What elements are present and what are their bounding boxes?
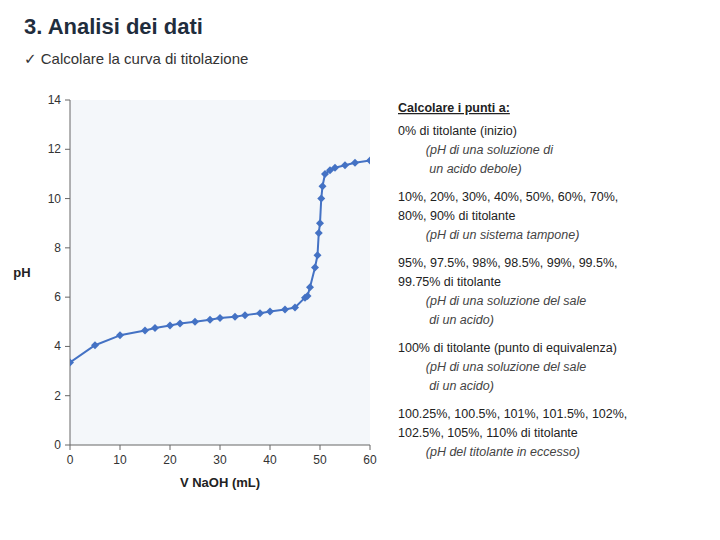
marker [176,320,184,328]
y-tick [65,395,70,396]
y-tick-label: 12 [48,142,62,156]
annotation: 95%, 97.5%, 98%, 98.5%, 99%, 99.5%, [398,256,618,270]
x-tick [70,445,71,450]
marker [315,229,323,237]
series [70,156,370,366]
x-tick-label: 20 [163,453,177,467]
marker [306,283,314,291]
marker [341,161,349,169]
y-tick-label: 6 [54,290,61,304]
annotation: 80%, 90% di titolante [398,209,515,223]
marker [206,316,214,324]
marker [316,219,324,227]
marker [331,164,339,172]
marker [151,324,159,332]
annotation: Calcolare i punti a: [398,101,510,115]
x-tick [170,445,171,450]
y-tick-label: 14 [48,93,62,107]
subtitle: ✓ Calcolare la curva di titolazione [24,50,248,67]
annotation: 102.5%, 105%, 110% di titolante [398,426,578,440]
y-axis-label: pH [13,265,30,280]
marker [291,303,299,311]
marker [70,358,74,366]
annotation: 100% di titolante (punto di equivalenza) [398,341,617,355]
annotation: di un acido) [398,379,494,393]
annotation: (pH di una soluzione del sale [398,360,586,374]
marker [256,309,264,317]
chart: 3. Analisi dei dati ✓ Calcolare la curva … [0,0,720,540]
marker [91,341,99,349]
marker [311,264,319,272]
marker [241,311,249,319]
y-tick [65,149,70,150]
y-tick-label: 4 [54,339,61,353]
annotation: un acido debole) [398,162,522,176]
annotation: (pH di una soluzione del sale [398,294,586,308]
marker [231,313,239,321]
plot-area [70,100,370,445]
y-tick [65,198,70,199]
x-tick-label: 40 [263,453,277,467]
y-tick [65,297,70,298]
marker [314,251,322,259]
annotation: 0% di titolante (inizio) [398,124,517,138]
y-tick-label: 10 [48,192,62,206]
x-tick-label: 60 [363,453,377,467]
x-tick-label: 30 [213,453,227,467]
marker [304,292,312,300]
x-tick [270,445,271,450]
y-tick [65,247,70,248]
marker [366,156,370,164]
annotation: 99.75% di titolante [398,275,501,289]
title: 3. Analisi dei dati [24,14,203,39]
x-axis-label: V NaOH (mL) [180,475,260,490]
x-tick [320,445,321,450]
marker [116,331,124,339]
x-tick [370,445,371,450]
marker [281,305,289,313]
marker [216,314,224,322]
x-tick [220,445,221,450]
y-tick-label: 8 [54,241,61,255]
marker [319,182,327,190]
annotation: (pH di un sistema tampone) [398,228,579,242]
x-tick-label: 50 [313,453,327,467]
annotation: (pH di una soluzione di [398,143,554,157]
x-tick-label: 10 [113,453,127,467]
marker [266,307,274,315]
marker [351,159,359,167]
marker [191,318,199,326]
y-tick [65,100,70,101]
x-tick-label: 0 [67,453,74,467]
annotation: di un acido) [398,313,494,327]
annotation: 100.25%, 100.5%, 101%, 101.5%, 102%, [398,407,627,421]
x-tick [120,445,121,450]
y-tick-label: 0 [54,438,61,452]
y-axis [70,100,71,445]
y-tick-label: 2 [54,389,61,403]
marker [141,326,149,334]
y-tick [65,346,70,347]
marker [317,195,325,203]
line [70,160,370,362]
marker [166,321,174,329]
annotation: (pH del titolante in eccesso) [398,445,580,459]
annotation: 10%, 20%, 30%, 40%, 50%, 60%, 70%, [398,190,618,204]
y-tick [65,445,70,446]
